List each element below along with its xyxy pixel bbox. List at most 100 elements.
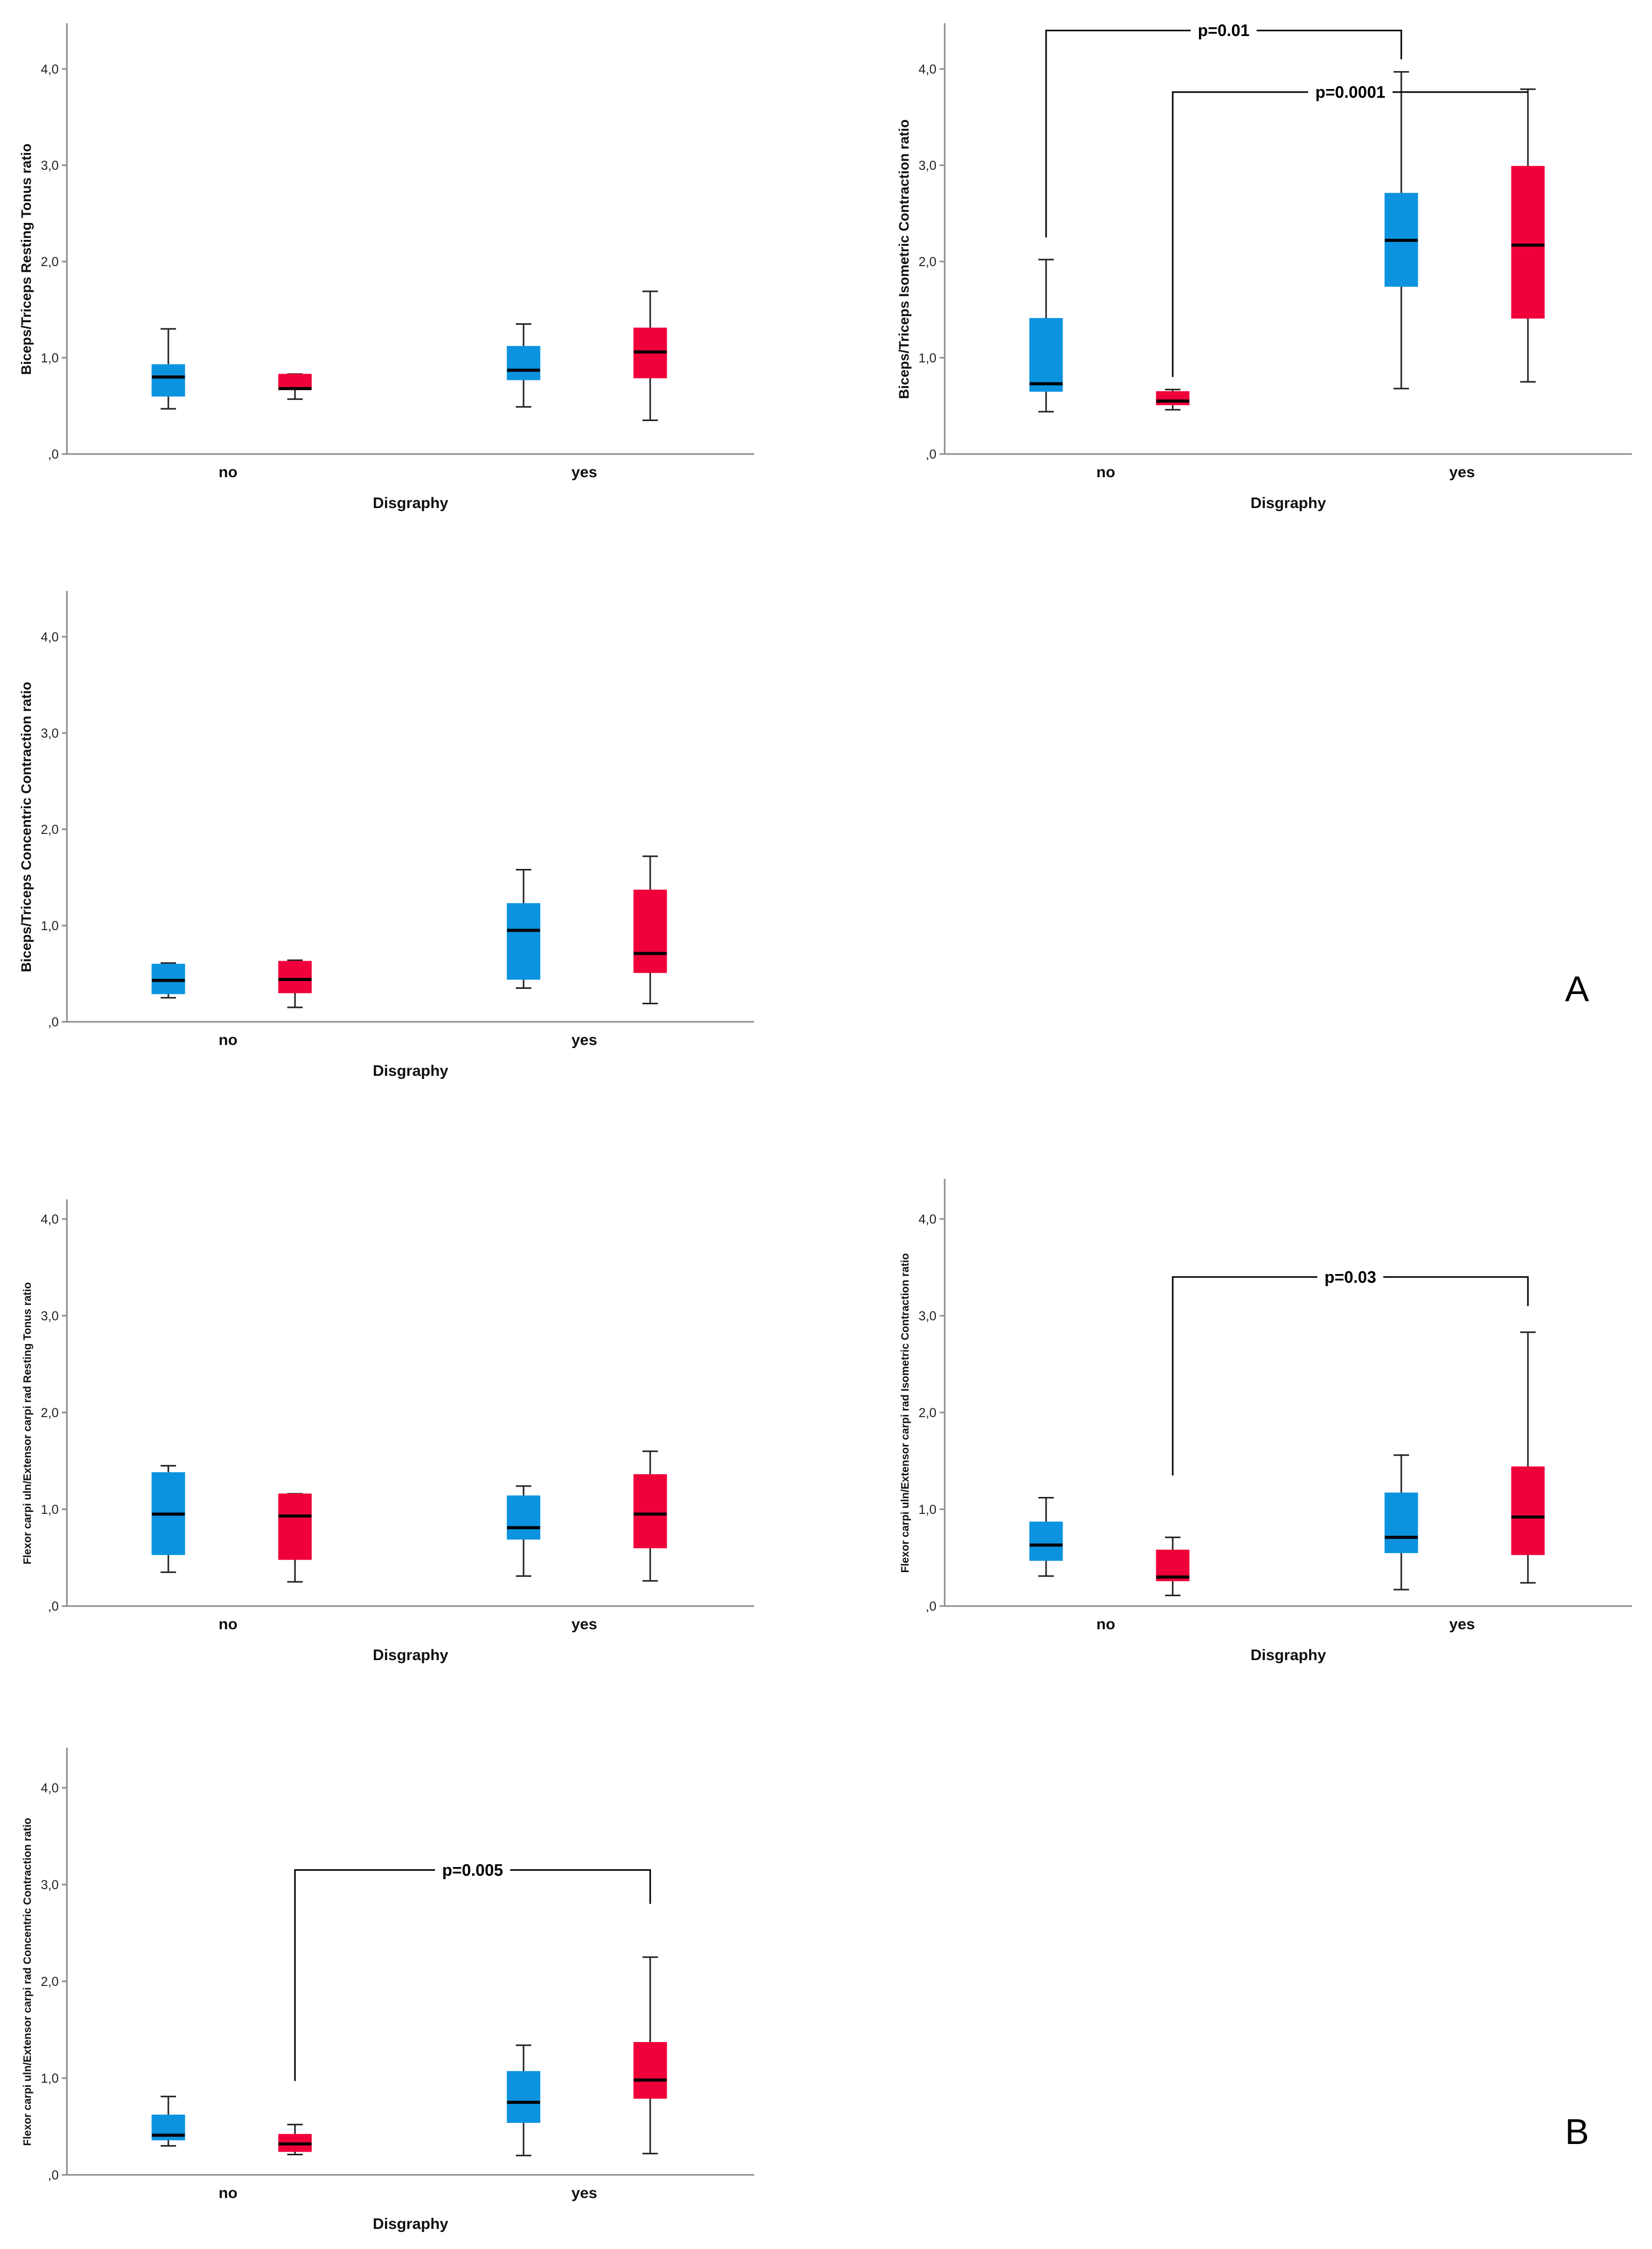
panel-label-a: A bbox=[1565, 969, 1589, 1009]
y-tick-label: 4,0 bbox=[41, 630, 59, 644]
y-axis-title: Biceps/Triceps Resting Tonus ratio bbox=[19, 144, 34, 375]
x-axis-title: Disgraphy bbox=[1250, 1647, 1326, 1664]
y-tick-label: 4,0 bbox=[918, 1212, 936, 1227]
box-yes-red bbox=[633, 1450, 667, 1582]
y-axis-title: Flexor carpi uln/Extensor carpi rad Rest… bbox=[22, 1282, 33, 1564]
x-axis-title: Disgraphy bbox=[373, 1647, 448, 1664]
y-tick-label: 2,0 bbox=[41, 1406, 59, 1420]
box-iqr bbox=[507, 903, 541, 980]
significance-bracket: p=0.01 bbox=[1045, 20, 1402, 238]
bracket-line bbox=[1045, 29, 1402, 238]
box-iqr bbox=[278, 374, 312, 390]
bracket-label-bg bbox=[1191, 20, 1257, 41]
y-axis-title: Biceps/Triceps Concentric Contraction ra… bbox=[19, 682, 34, 972]
box-no-blue bbox=[1029, 1496, 1063, 1577]
y-tick-label: 1,0 bbox=[41, 1503, 59, 1517]
y-axis-title: Flexor carpi uln/Extensor carpi rad Isom… bbox=[899, 1253, 911, 1573]
box-no-blue bbox=[151, 1465, 185, 1573]
box-iqr bbox=[507, 346, 541, 380]
x-category-label: yes bbox=[571, 1032, 597, 1049]
y-tick-label: 4,0 bbox=[41, 1212, 59, 1227]
box-iqr bbox=[1384, 1492, 1418, 1554]
x-category-label: yes bbox=[1449, 1616, 1475, 1633]
box-no-red bbox=[1156, 389, 1190, 411]
x-category-label: no bbox=[219, 2185, 238, 2202]
bracket-label-bg bbox=[1308, 81, 1393, 102]
y-tick-label: ,0 bbox=[48, 2168, 59, 2183]
box-no-red bbox=[278, 1493, 312, 1583]
x-axis-title: Disgraphy bbox=[373, 2216, 448, 2233]
x-category-label: no bbox=[1097, 1616, 1116, 1633]
chart-3: ,0 1,0 2,0 3,0 4,0 no yes Disgraphy Biceps/Trice… bbox=[19, 591, 754, 1079]
box-iqr bbox=[278, 961, 312, 993]
box-yes-red bbox=[633, 855, 667, 1004]
x-category-label: no bbox=[219, 464, 238, 481]
y-tick-label: 1,0 bbox=[918, 351, 936, 365]
x-category-label: no bbox=[219, 1032, 238, 1049]
y-tick-label: 4,0 bbox=[41, 62, 59, 77]
bracket-label-bg bbox=[435, 1859, 510, 1880]
x-category-label: no bbox=[219, 1616, 238, 1633]
box-yes-red bbox=[633, 290, 667, 422]
x-axis-title: Disgraphy bbox=[373, 1062, 448, 1079]
bracket-label-bg bbox=[1317, 1266, 1383, 1287]
bracket-line bbox=[294, 1869, 651, 2081]
y-tick-label: 4,0 bbox=[918, 62, 936, 77]
box-iqr bbox=[151, 364, 185, 397]
y-tick-label: ,0 bbox=[48, 447, 59, 462]
y-tick-label: 3,0 bbox=[918, 1309, 936, 1323]
box-yes-red bbox=[633, 1956, 667, 2155]
x-category-label: yes bbox=[571, 464, 597, 481]
y-tick-label: 3,0 bbox=[918, 159, 936, 173]
y-axis-title: Flexor carpi uln/Extensor carpi rad Conc… bbox=[22, 1818, 33, 2146]
x-axis-title: Disgraphy bbox=[1250, 495, 1326, 512]
box-no-blue bbox=[151, 2096, 185, 2147]
x-axis-title: Disgraphy bbox=[373, 495, 448, 512]
bracket-line bbox=[1172, 1276, 1529, 1476]
y-tick-label: ,0 bbox=[48, 1015, 59, 1030]
box-iqr bbox=[633, 890, 667, 973]
significance-bracket: p=0.005 bbox=[294, 1859, 651, 2081]
bracket-line bbox=[1172, 91, 1528, 377]
box-iqr bbox=[278, 1493, 312, 1560]
significance-bracket: p=0.03 bbox=[1172, 1266, 1529, 1476]
y-tick-label: 1,0 bbox=[41, 919, 59, 933]
charts-layer: ,0 1,0 2,0 3,0 4,0 no yes Disgraphy Biceps/Trice… bbox=[19, 20, 1632, 2233]
x-category-label: no bbox=[1097, 464, 1116, 481]
y-tick-label: ,0 bbox=[926, 1599, 936, 1614]
box-iqr bbox=[1029, 1521, 1063, 1561]
y-tick-label: 1,0 bbox=[41, 2071, 59, 2086]
y-tick-label: 3,0 bbox=[41, 726, 59, 741]
y-tick-label: 3,0 bbox=[41, 1309, 59, 1323]
y-tick-label: 3,0 bbox=[41, 1878, 59, 1892]
box-iqr bbox=[507, 2071, 541, 2123]
box-iqr bbox=[1511, 1466, 1545, 1555]
y-tick-label: ,0 bbox=[48, 1599, 59, 1614]
x-category-label: yes bbox=[571, 1616, 597, 1633]
y-tick-label: 2,0 bbox=[41, 255, 59, 269]
box-yes-blue bbox=[507, 1485, 541, 1577]
y-tick-label: 2,0 bbox=[918, 255, 936, 269]
box-no-blue bbox=[151, 962, 185, 999]
y-tick-label: 3,0 bbox=[41, 159, 59, 173]
chart-6: ,0 1,0 2,0 3,0 4,0 no yes Disgraphy Flexor carpi… bbox=[22, 1748, 754, 2233]
chart-2: ,0 1,0 2,0 3,0 4,0 no yes Disgraphy Biceps/Trice… bbox=[896, 20, 1632, 512]
p-value-label: p=0.005 bbox=[442, 1861, 503, 1879]
box-no-red bbox=[1156, 1537, 1190, 1596]
box-yes-blue bbox=[507, 323, 541, 408]
box-no-red bbox=[278, 373, 312, 400]
x-category-label: yes bbox=[1449, 464, 1475, 481]
y-tick-label: 1,0 bbox=[41, 351, 59, 365]
box-yes-blue bbox=[507, 2044, 541, 2156]
x-category-label: yes bbox=[571, 2185, 597, 2202]
y-axis-title: Biceps/Triceps Isometric Contraction rat… bbox=[896, 119, 912, 399]
box-no-red bbox=[278, 2123, 312, 2156]
chart-5: ,0 1,0 2,0 3,0 4,0 no yes Disgraphy Flexor carpi… bbox=[899, 1179, 1632, 1664]
significance-bracket: p=0.0001 bbox=[1172, 81, 1528, 377]
box-yes-blue bbox=[1384, 71, 1418, 390]
box-no-blue bbox=[1029, 258, 1063, 413]
y-tick-label: 1,0 bbox=[918, 1503, 936, 1517]
chart-1: ,0 1,0 2,0 3,0 4,0 no yes Disgraphy Biceps/Trice… bbox=[19, 23, 754, 512]
box-yes-blue bbox=[507, 869, 541, 989]
p-value-label: p=0.0001 bbox=[1315, 83, 1385, 101]
